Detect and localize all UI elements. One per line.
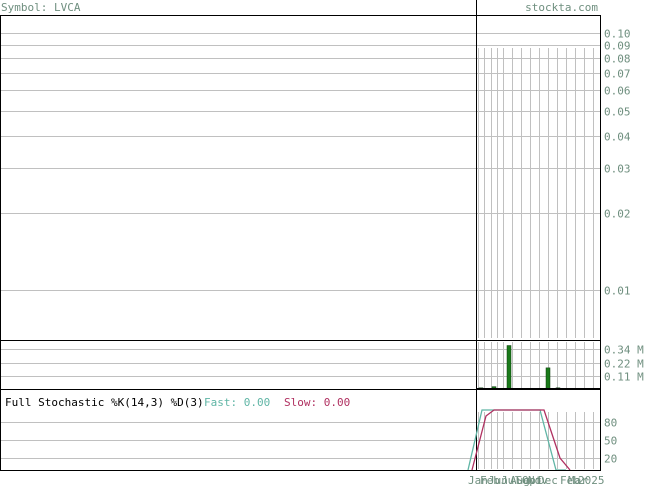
site-label: stockta.com	[525, 1, 598, 14]
price-tick-label: 0.09	[604, 40, 631, 53]
stochastic-tick-label: 20	[604, 453, 617, 466]
x-tick-label: Dec	[538, 474, 558, 486]
x-tick-label: Jan	[468, 474, 488, 486]
price-tick-label: 0.10	[604, 28, 631, 41]
x-tick-label: Mar	[568, 474, 588, 486]
stochastic-tick-label: 50	[604, 435, 617, 448]
price-tick-label: 0.03	[604, 163, 631, 176]
stochastic-frame	[0, 389, 601, 471]
price-tick-label: 0.04	[604, 131, 631, 144]
x-tick-label: Oct	[522, 474, 542, 486]
volume-tick-label: 0.11 M	[604, 371, 644, 384]
stochastic-slow-label: Slow: 0.00	[284, 396, 350, 409]
x-tick-label: Feb	[560, 474, 580, 486]
x-tick-label: Jun	[488, 474, 508, 486]
x-tick-label: Aug	[510, 474, 530, 486]
price-tick-label: 0.05	[604, 106, 631, 119]
price-tick-label: 0.06	[604, 85, 631, 98]
grid-lines	[1, 33, 600, 469]
x-tick-label: 2025	[578, 474, 605, 486]
x-tick-label: Feb	[480, 474, 500, 486]
stochastic-fast-label: Fast: 0.00	[204, 396, 270, 409]
stochastic-title: Full Stochastic %K(14,3) %D(3)	[5, 396, 204, 409]
price-tick-label: 0.02	[604, 208, 631, 221]
volume-panel: 0.34 M0.22 M0.11 M	[476, 344, 644, 390]
price-tick-label: 0.08	[604, 53, 631, 66]
price-panel: 0.100.090.08 0.07 0.06 0.05 0.04 0.03 0.02 0.01	[476, 15, 631, 470]
x-tick-label: Sep	[516, 474, 536, 486]
volume-bar	[545, 367, 551, 390]
volume-tick-label: 0.34 M	[604, 344, 644, 357]
x-tick-label: Nov	[528, 474, 548, 486]
price-tick-label: 0.07	[604, 68, 631, 81]
price-frame	[0, 15, 601, 341]
x-tick-label: Jul	[501, 474, 521, 486]
volume-bar	[506, 345, 512, 390]
stochastic-panel: 80 50 20	[467, 409, 617, 471]
volume-tick-label: 0.22 M	[604, 358, 644, 371]
price-tick-label: 0.01	[604, 285, 631, 298]
symbol-label: Symbol: LVCA	[1, 1, 81, 14]
stochastic-slow-line	[471, 409, 571, 471]
stochastic-tick-label: 80	[604, 417, 617, 430]
